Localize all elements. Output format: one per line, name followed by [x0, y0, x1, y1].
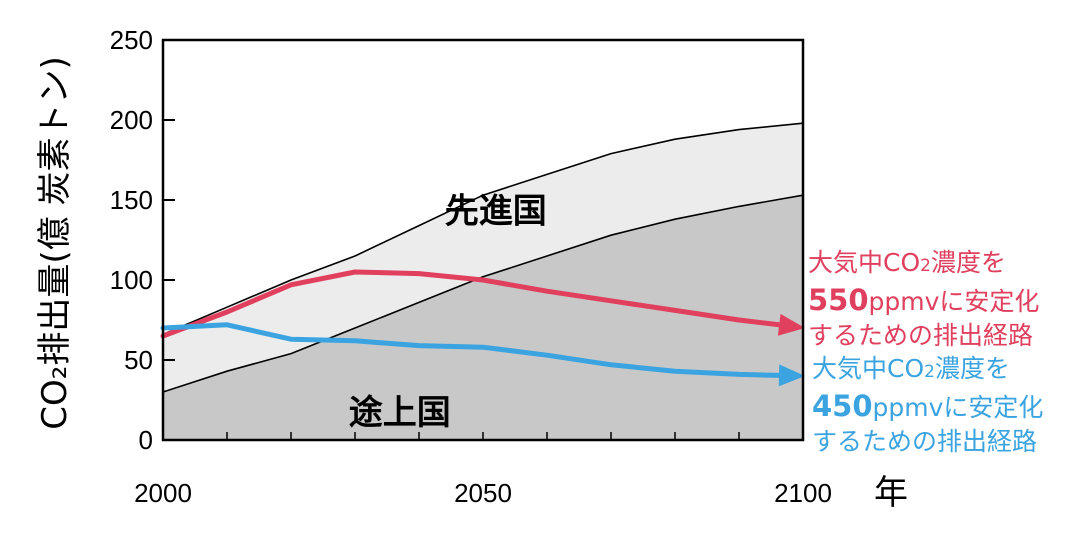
- y-tick-label: 100: [110, 265, 153, 295]
- annotation-450-line1: 大気中CO2濃度を: [812, 354, 1010, 383]
- x-tick-label: 2100: [774, 478, 832, 508]
- annotation-550: 大気中CO2濃度を 550ppmvに安定化 するための排出経路: [808, 246, 1039, 353]
- annotation-550-line2: 550ppmvに安定化: [808, 283, 1040, 317]
- x-unit-label: 年: [874, 473, 908, 513]
- y-tick-label: 0: [139, 425, 153, 455]
- annotation-550-line1: 大気中CO2濃度を: [808, 248, 1006, 277]
- annotation-450: 大気中CO2濃度を 450ppmvに安定化 するための排出経路: [812, 352, 1043, 459]
- y-tick-label: 150: [110, 185, 153, 215]
- path-550-line: [160, 269, 782, 339]
- y-tick-label: 200: [110, 105, 153, 135]
- annotation-450-line3: するための排出経路: [812, 427, 1038, 456]
- x-tick-label: 2000: [134, 478, 192, 508]
- region-label-developed: 先進国: [445, 191, 547, 231]
- developing-area: [163, 195, 803, 440]
- y-tick-label: 50: [124, 345, 153, 375]
- path-550-arrowhead: [777, 313, 805, 336]
- developed-area: [163, 123, 803, 392]
- annotation-550-line3: するための排出経路: [808, 321, 1034, 350]
- x-tick-label: 2050: [454, 478, 512, 508]
- region-label-developing: 途上国: [349, 393, 451, 433]
- annotation-450-line2: 450ppmvに安定化: [812, 389, 1044, 423]
- developing-boundary-line: [162, 194, 804, 393]
- path-450-arrowhead: [778, 364, 805, 387]
- path-450-line: [160, 322, 782, 378]
- y-axis-label: CO₂排出量(億 炭素トン): [35, 56, 75, 429]
- area-layer: [162, 122, 804, 440]
- axes-layer: [161, 38, 805, 442]
- developed-boundary-line: [162, 122, 804, 336]
- y-tick-label: 250: [110, 25, 153, 55]
- label-layer: 0 50 100 150 200 250 2000 2050 2100 年 CO₂排出量(億 炭素ト…: [35, 25, 908, 513]
- line-layer: [160, 269, 805, 387]
